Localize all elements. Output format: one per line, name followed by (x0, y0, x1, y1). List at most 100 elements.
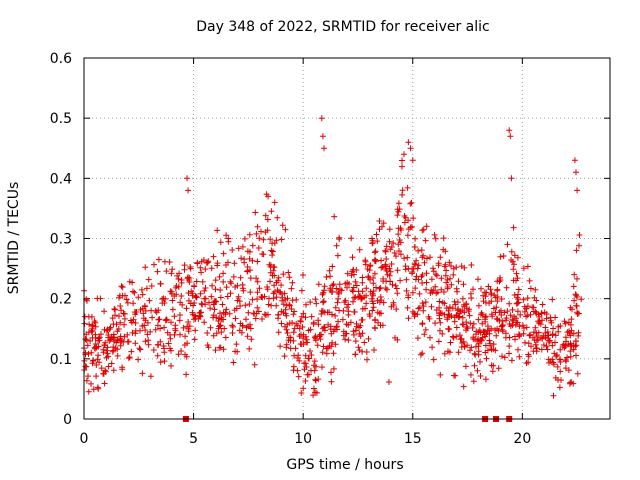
data-point (218, 316, 225, 323)
data-point (515, 346, 521, 353)
data-point (141, 322, 148, 329)
data-point (335, 295, 342, 302)
data-point (362, 305, 368, 312)
data-point (351, 294, 358, 301)
data-point (482, 376, 489, 383)
data-point (300, 272, 306, 278)
data-point (432, 283, 439, 290)
data-point (212, 286, 219, 293)
data-point (382, 262, 389, 269)
data-point (138, 286, 145, 293)
data-point (321, 145, 327, 152)
data-point (164, 329, 171, 336)
data-point (168, 270, 175, 277)
data-point (230, 273, 237, 280)
data-point (529, 304, 536, 311)
data-point (103, 347, 110, 354)
data-point (214, 227, 221, 234)
y-tick-label: 0.4 (50, 171, 72, 187)
data-point (339, 316, 346, 323)
data-point (433, 290, 440, 297)
data-point (210, 332, 217, 339)
data-point (514, 308, 521, 315)
data-point (232, 315, 239, 322)
data-point (130, 288, 136, 295)
data-point (225, 235, 232, 242)
data-point (166, 259, 173, 265)
data-point (421, 259, 428, 266)
data-point (92, 323, 99, 330)
data-point (202, 266, 209, 273)
data-point (96, 359, 103, 366)
data-point (207, 324, 214, 331)
data-point (194, 260, 201, 267)
data-point (414, 335, 421, 342)
data-point (107, 324, 114, 331)
data-point (378, 257, 385, 264)
data-point (135, 356, 142, 363)
data-point (363, 300, 370, 307)
data-point (244, 248, 251, 255)
data-point (524, 312, 531, 319)
data-point (401, 151, 407, 158)
data-point (365, 335, 372, 342)
data-point (409, 270, 415, 277)
data-point (399, 157, 405, 164)
data-point (252, 209, 259, 216)
data-point (554, 363, 561, 370)
data-point (383, 267, 390, 274)
data-point (567, 321, 574, 328)
data-point (422, 326, 429, 333)
data-point (192, 293, 199, 300)
data-point (376, 299, 383, 306)
data-point (413, 273, 420, 280)
data-point (420, 252, 427, 259)
data-point (514, 254, 521, 261)
data-point (254, 296, 261, 303)
data-point (330, 350, 337, 357)
data-point (395, 225, 402, 232)
data-point (571, 157, 578, 164)
data-point (351, 309, 358, 315)
data-point (220, 250, 227, 257)
data-point (366, 267, 373, 274)
data-point (432, 235, 439, 242)
data-point (207, 305, 214, 312)
data-point (212, 347, 219, 354)
data-point (352, 351, 359, 358)
data-point (126, 354, 133, 361)
data-point (421, 331, 428, 338)
data-point (499, 326, 506, 333)
data-point (320, 299, 327, 306)
data-point (153, 309, 160, 316)
data-point (271, 272, 278, 279)
data-point (402, 214, 409, 221)
data-point (310, 392, 317, 399)
data-point (488, 291, 495, 298)
data-point (139, 291, 146, 298)
data-point (519, 322, 526, 329)
data-point (487, 340, 494, 347)
data-point (515, 291, 521, 298)
data-point (237, 303, 244, 309)
data-point (513, 300, 520, 307)
data-point (253, 230, 260, 237)
data-point (93, 343, 100, 350)
data-point (133, 309, 140, 315)
data-point (574, 370, 581, 377)
data-point (183, 371, 190, 378)
data-point (497, 253, 504, 260)
data-point (436, 315, 443, 322)
data-point (231, 260, 238, 267)
y-tick-label: 0.5 (50, 111, 72, 127)
data-point (455, 306, 462, 312)
data-point (521, 308, 528, 315)
data-point (290, 337, 297, 344)
data-point (248, 336, 255, 343)
data-point (267, 278, 273, 285)
data-point (510, 317, 517, 324)
data-point (420, 303, 427, 310)
data-point (136, 345, 143, 352)
data-point (298, 331, 304, 338)
data-point (98, 365, 105, 372)
